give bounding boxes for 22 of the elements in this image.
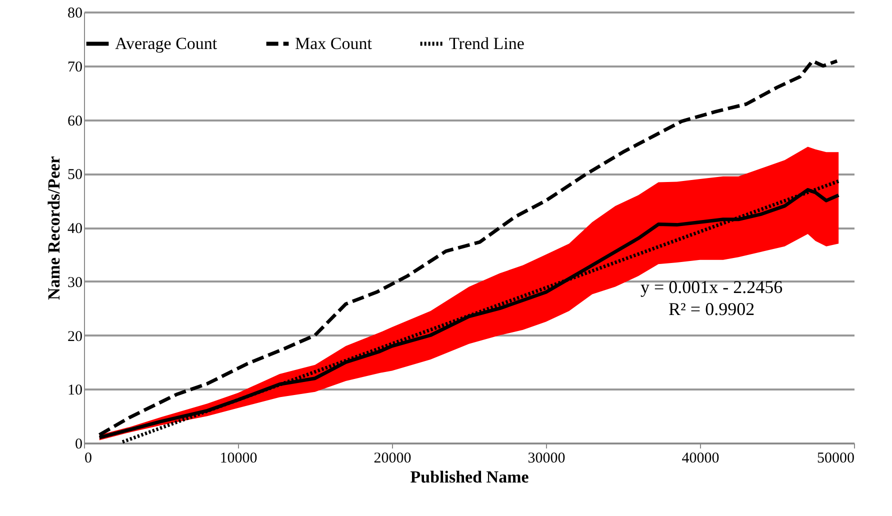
- y-tick-label: 20: [68, 328, 82, 345]
- x-tick-label: 10000: [220, 450, 258, 466]
- y-tick-label: 50: [68, 167, 82, 184]
- y-tick-label: 60: [68, 113, 82, 130]
- x-tick-label: 50000: [817, 450, 854, 466]
- y-tick-label: 40: [68, 221, 82, 237]
- x-tick-label: 20000: [374, 450, 412, 466]
- y-tick-label: 30: [68, 274, 82, 291]
- legend-label: Max Count: [295, 34, 372, 53]
- annotation: R² = 0.9902: [668, 298, 755, 319]
- line-series: [98, 59, 839, 437]
- x-tick-label: 40000: [682, 450, 720, 466]
- legend-label: Trend Line: [449, 34, 524, 53]
- y-tick-label: 0: [75, 436, 82, 452]
- annotation: y = 0.001x - 2.2456: [640, 276, 783, 297]
- y-tick-label: 10: [68, 382, 82, 399]
- y-axis-title: Name Records/Peer: [44, 156, 64, 300]
- legend-label: Average Count: [115, 34, 218, 53]
- x-axis-title: Published Name: [410, 468, 530, 486]
- y-tick-label: 70: [68, 59, 82, 76]
- x-tick-label: 30000: [528, 450, 566, 466]
- y-tick-label: 80: [68, 6, 82, 22]
